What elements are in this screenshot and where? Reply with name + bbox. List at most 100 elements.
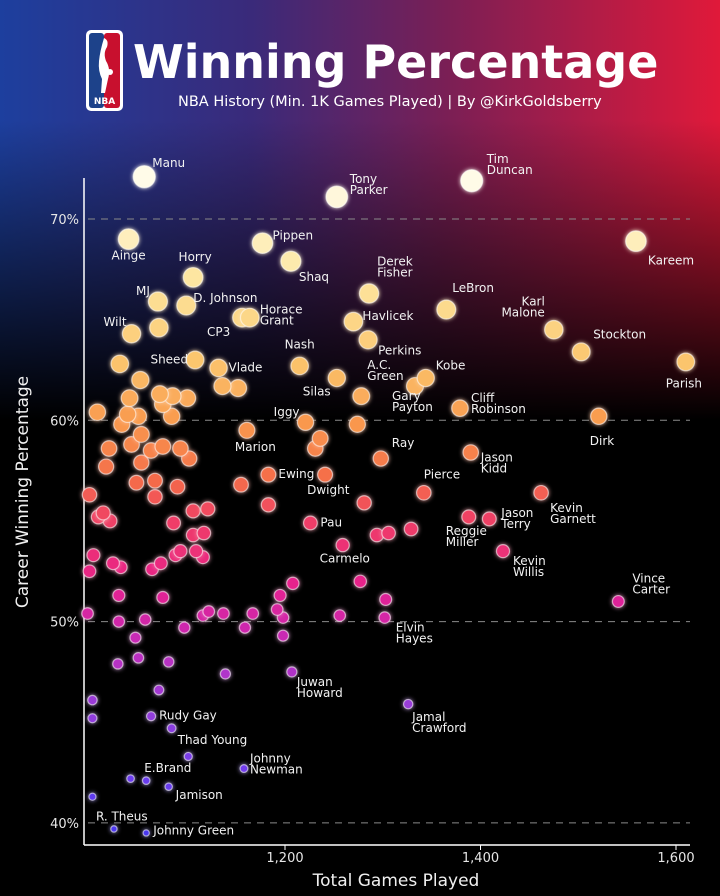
- data-point-dirk: [590, 407, 608, 426]
- data-point-cliff-robinson: [451, 399, 469, 418]
- data-point-wilt: [121, 324, 142, 344]
- data-point-nash: [290, 356, 310, 376]
- data-point: [132, 425, 150, 443]
- data-point-a-c-green: [352, 387, 371, 406]
- data-point: [112, 658, 124, 670]
- y-axis-title: Career Winning Percentage: [13, 376, 33, 608]
- data-label: Silas: [303, 385, 331, 399]
- data-point: [217, 607, 230, 620]
- data-label: Iggy: [274, 405, 300, 419]
- data-point: [403, 521, 419, 537]
- data-point-perkins: [358, 330, 378, 350]
- data-point-elvin-hayes: [378, 611, 392, 624]
- data-label: Wilt: [104, 315, 127, 329]
- data-point-derek-fisher: [358, 283, 380, 304]
- data-point: [166, 515, 182, 531]
- data-label: Pau: [320, 515, 342, 529]
- data-point: [153, 684, 165, 696]
- data-label: E.Brand: [144, 761, 191, 775]
- data-point-ray: [372, 450, 390, 467]
- data-label: CP3: [207, 325, 230, 339]
- data-point: [120, 389, 139, 408]
- data-label: Perkins: [378, 343, 421, 357]
- data-point-pierce: [415, 484, 432, 501]
- data-label: Thad Young: [177, 733, 248, 747]
- data-point-parish: [676, 352, 696, 372]
- data-label: Shaq: [299, 270, 329, 284]
- nba-logo-text: NBA: [94, 97, 115, 107]
- data-point-e-brand: [141, 776, 151, 785]
- data-point: [169, 478, 186, 495]
- data-point: [213, 376, 232, 396]
- data-point: [311, 429, 329, 447]
- chart-subtitle: NBA History (Min. 1K Games Played) | By …: [178, 94, 602, 110]
- data-point: [133, 454, 150, 471]
- data-label: Juwan Howard: [296, 674, 343, 699]
- data-point: [260, 497, 277, 513]
- data-point-rudy-gay: [145, 711, 157, 722]
- data-label: A.C. Green: [367, 358, 403, 383]
- data-label: Dirk: [590, 434, 615, 448]
- data-label: Pippen: [273, 229, 314, 243]
- data-point-manu: [132, 165, 156, 189]
- data-point-kevin-willis: [495, 544, 511, 559]
- data-point: [128, 474, 145, 491]
- data-point: [286, 576, 300, 591]
- data-point-lebron: [436, 299, 457, 320]
- data-point: [185, 503, 201, 519]
- x-tick-label: 1,200: [266, 851, 303, 866]
- data-label: Horry: [179, 250, 212, 264]
- data-point: [229, 379, 248, 398]
- x-tick-label: 1,600: [657, 851, 694, 866]
- data-label: Horace Grant: [260, 302, 303, 327]
- data-point: [353, 574, 368, 589]
- y-tick-label: 50%: [50, 616, 79, 631]
- data-point: [95, 505, 111, 521]
- data-point: [81, 486, 98, 503]
- data-point-d-johnson: [176, 295, 197, 316]
- data-label: Stockton: [593, 327, 646, 341]
- data-point: [178, 389, 197, 408]
- chart-title: Winning Percentage: [133, 35, 658, 89]
- data-label: Kevin Willis: [513, 554, 546, 579]
- data-point-horry: [182, 266, 204, 288]
- data-point-kareem: [625, 230, 647, 252]
- data-point: [82, 564, 97, 579]
- data-point: [154, 438, 172, 455]
- data-point-r-theus: [110, 825, 118, 833]
- data-point: [88, 403, 107, 422]
- data-point: [131, 370, 150, 390]
- data-point: [356, 495, 372, 511]
- data-point: [348, 415, 366, 433]
- y-tick-label: 60%: [50, 414, 79, 429]
- data-point-dwight: [317, 466, 334, 483]
- data-label: Reggie Miller: [446, 523, 487, 548]
- data-point: [381, 525, 396, 541]
- data-label: Jamison: [175, 788, 223, 802]
- data-point-marion: [238, 421, 256, 439]
- data-label: Kareem: [648, 254, 694, 268]
- data-point-kobe: [416, 368, 435, 388]
- data-label: Rudy Gay: [159, 709, 217, 723]
- data-point-jason-terry: [481, 511, 497, 527]
- data-point-horace-grant: [239, 307, 260, 328]
- data-point: [88, 792, 97, 801]
- data-point: [97, 458, 115, 475]
- data-point: [238, 621, 252, 634]
- data-label: Carmelo: [320, 552, 370, 566]
- data-point: [81, 607, 94, 620]
- data-label: D. Johnson: [193, 291, 257, 305]
- data-point-ewing: [260, 466, 277, 483]
- data-label: Ray: [392, 436, 415, 450]
- x-tick-labels: 1,200 1,400 1,600: [266, 845, 695, 866]
- data-point: [150, 385, 169, 404]
- data-label: Jason Kidd: [480, 450, 513, 475]
- data-point: [112, 588, 126, 603]
- data-label: R. Theus: [96, 809, 148, 823]
- data-point: [87, 694, 98, 706]
- data-point-vince-carter: [611, 594, 625, 608]
- data-point: [153, 556, 168, 571]
- data-point: [162, 407, 181, 426]
- data-point: [178, 621, 191, 634]
- data-point-karl-malone: [544, 319, 564, 340]
